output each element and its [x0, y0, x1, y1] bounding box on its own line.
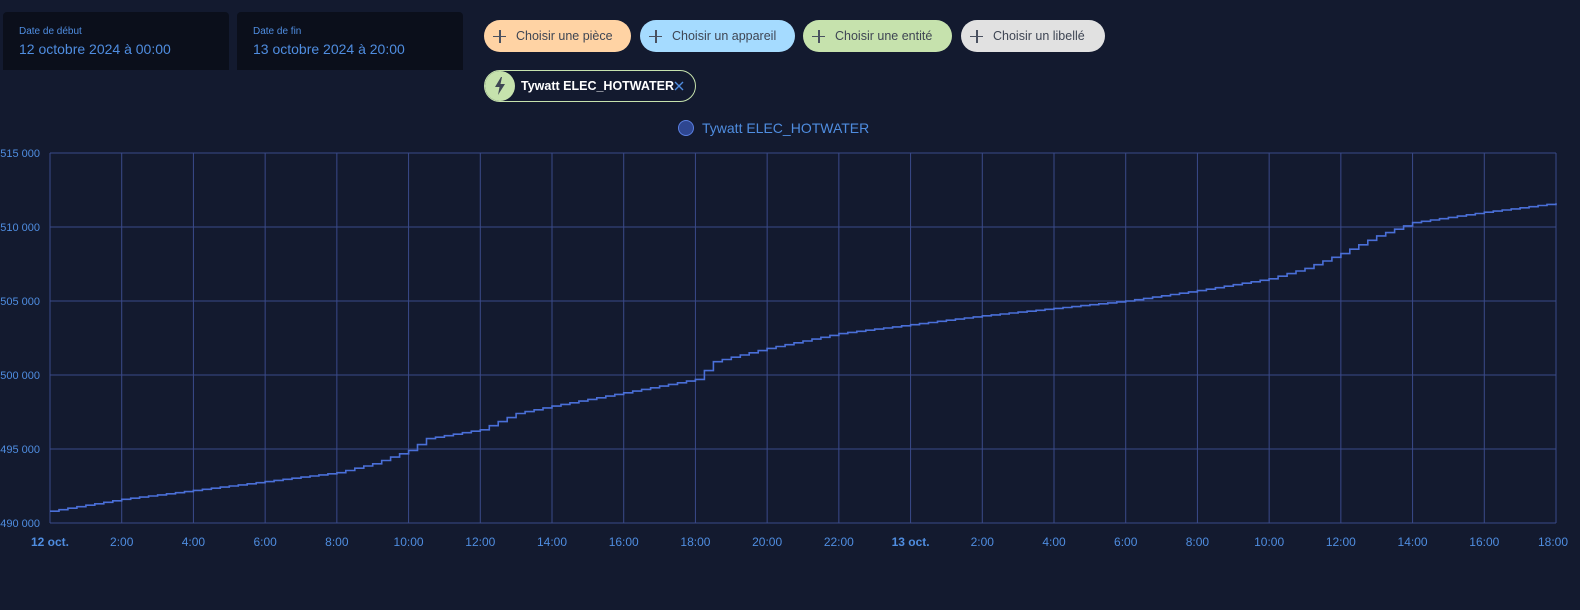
x-tick-label: 16:00 — [1469, 535, 1499, 549]
y-tick-label: 510 000 — [0, 222, 40, 234]
x-tick-label: 13 oct. — [892, 535, 930, 549]
y-tick-label: 515 000 — [0, 148, 40, 160]
remove-entity-close-icon[interactable] — [672, 79, 686, 93]
x-tick-label: 12 oct. — [31, 535, 69, 549]
plus-icon — [812, 29, 825, 43]
y-tick-label: 495 000 — [0, 444, 40, 456]
x-tick-label: 22:00 — [824, 535, 854, 549]
x-tick-label: 4:00 — [1042, 535, 1066, 549]
legend-swatch — [678, 120, 694, 136]
choose-label-chip[interactable]: Choisir un libellé — [961, 20, 1105, 52]
choose-entity-chip[interactable]: Choisir une entité — [803, 20, 952, 52]
x-tick-label: 10:00 — [394, 535, 424, 549]
plus-icon — [649, 29, 662, 43]
start-date-value: 12 octobre 2024 à 00:00 — [19, 41, 171, 57]
start-date-field[interactable]: Date de début 12 octobre 2024 à 00:00 — [3, 12, 229, 70]
x-tick-label: 8:00 — [1186, 535, 1210, 549]
x-tick-label: 18:00 — [680, 535, 710, 549]
end-date-label: Date de fin — [253, 26, 302, 37]
choose-device-label: Choisir un appareil — [672, 29, 777, 43]
chart-legend-item[interactable]: Tywatt ELEC_HOTWATER — [678, 118, 869, 138]
x-tick-label: 6:00 — [1114, 535, 1138, 549]
x-tick-label: 4:00 — [182, 535, 206, 549]
selected-entity-name: Tywatt ELEC_HOTWATER — [521, 79, 675, 93]
start-date-label: Date de début — [19, 26, 82, 37]
end-date-value: 13 octobre 2024 à 20:00 — [253, 41, 405, 57]
x-tick-label: 20:00 — [752, 535, 782, 549]
legend-label: Tywatt ELEC_HOTWATER — [702, 120, 870, 136]
plus-icon — [970, 29, 983, 43]
choose-entity-label: Choisir une entité — [835, 29, 933, 43]
selected-entity-chip[interactable]: Tywatt ELEC_HOTWATER — [484, 70, 696, 102]
choose-label-label: Choisir un libellé — [993, 29, 1085, 43]
x-tick-label: 18:00 — [1538, 535, 1568, 549]
choose-area-label: Choisir une pièce — [516, 29, 613, 43]
x-tick-label: 2:00 — [110, 535, 134, 549]
x-tick-label: 8:00 — [325, 535, 349, 549]
x-tick-label: 6:00 — [253, 535, 277, 549]
x-tick-label: 10:00 — [1254, 535, 1284, 549]
x-tick-label: 14:00 — [1398, 535, 1428, 549]
y-tick-label: 490 000 — [0, 518, 40, 530]
y-tick-label: 505 000 — [0, 296, 40, 308]
choose-device-chip[interactable]: Choisir un appareil — [640, 20, 795, 52]
x-tick-label: 2:00 — [971, 535, 995, 549]
lightning-bolt-icon — [485, 71, 515, 101]
series-line-tywatt[interactable] — [50, 203, 1557, 512]
plus-icon — [493, 29, 506, 43]
y-tick-label: 500 000 — [0, 370, 40, 382]
end-date-field[interactable]: Date de fin 13 octobre 2024 à 20:00 — [237, 12, 463, 70]
choose-area-chip[interactable]: Choisir une pièce — [484, 20, 631, 52]
x-tick-label: 12:00 — [1326, 535, 1356, 549]
x-tick-label: 16:00 — [609, 535, 639, 549]
x-tick-label: 12:00 — [465, 535, 495, 549]
history-chart[interactable]: 490 000 495 000 500 000 505 000 510 000 515 0… — [0, 140, 1580, 560]
x-tick-label: 14:00 — [537, 535, 567, 549]
